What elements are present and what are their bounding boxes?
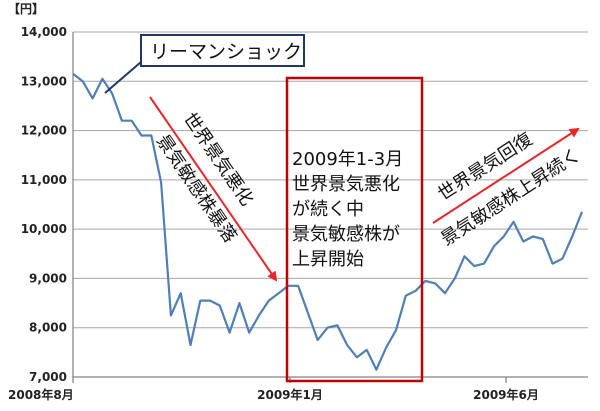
callout-pointer	[104, 61, 142, 94]
x-tick-label: 2008年8月	[8, 387, 74, 402]
grid-lines	[73, 31, 588, 329]
lehman-callout-box	[140, 34, 305, 67]
series-line	[72, 73, 584, 371]
highlight-box-text: 2009年1-3月 世界景気悪化 が続く中 景気敏感株が 上昇開始	[292, 149, 403, 270]
box-text-line-4: 景気敏感株が	[292, 224, 400, 245]
recovery-arrow	[432, 127, 580, 224]
highlight-box	[285, 76, 424, 383]
y-tick-label: 8,000	[29, 321, 67, 335]
y-tick-label: 14,000	[21, 25, 67, 39]
lehman-callout-text: リーマンショック	[150, 41, 302, 63]
y-axis-unit: 【円】	[8, 1, 44, 16]
x-tick-label: 2009年6月	[473, 387, 539, 402]
y-tick-label: 7,000	[29, 370, 67, 384]
decline-arrow	[149, 96, 278, 282]
y-axis-ticks: 7,000 8,000 9,000 10,000 11,000 12,000 13,000 1…	[21, 25, 67, 384]
box-text-line-1: 2009年1-3月	[292, 149, 403, 170]
box-text-line-2: 世界景気悪化	[292, 174, 400, 195]
series-line-path	[72, 73, 584, 371]
y-tick-label: 11,000	[21, 173, 67, 187]
box-text-line-5: 上昇開始	[292, 249, 364, 270]
y-tick-label: 13,000	[21, 74, 67, 88]
y-tick-label: 12,000	[21, 124, 67, 138]
x-tick-label: 2009年1月	[257, 387, 323, 402]
y-tick-label: 10,000	[21, 222, 67, 236]
box-text-line-3: が続く中	[292, 199, 364, 220]
y-tick-label: 9,000	[29, 271, 67, 285]
